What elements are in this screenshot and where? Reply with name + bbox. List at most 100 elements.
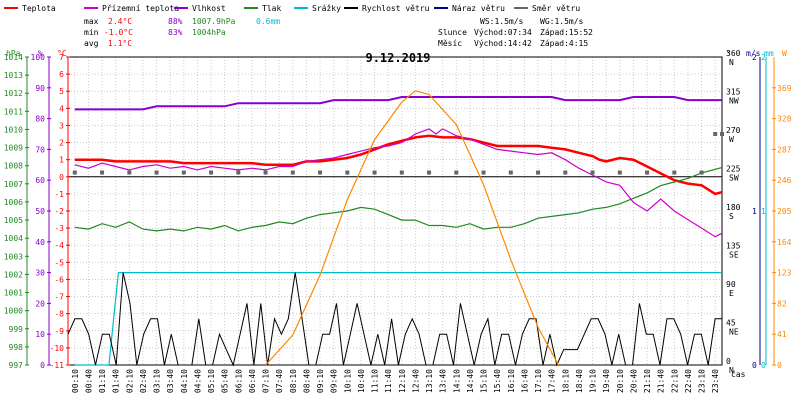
wind-dir-tick-label: 315 (726, 88, 741, 97)
wind-speed-tick-label: 1 (752, 207, 757, 216)
temperature-tick-label: -7 (54, 293, 64, 302)
rain-tick-label: 0 (761, 361, 766, 370)
humidity-tick-label: 100 (31, 53, 46, 62)
point-sm-r-v-tru (617, 170, 622, 175)
point-sm-r-v-tru (720, 132, 724, 136)
humidity-tick-label: 90 (35, 84, 45, 93)
wind-dir-letter: SW (729, 174, 739, 183)
axis-unit-ms: m/s (746, 49, 761, 58)
legend-label-teplota: Teplota (22, 4, 56, 13)
axis-unit-mm: mm (764, 49, 774, 58)
x-tick-label: 06:10 (234, 369, 243, 393)
temperature-tick-label: -1 (54, 190, 64, 199)
pressure-tick-label: 1012 (4, 89, 23, 98)
pressure-tick-label: 1003 (4, 252, 23, 261)
point-sm-r-v-tru (563, 170, 568, 175)
wind-speed-tick-label: 2 (752, 53, 757, 62)
point-sm-r-v-tru (713, 132, 718, 136)
pressure-tick-label: 1011 (4, 107, 23, 116)
solar-tick-label: 287 (777, 145, 792, 154)
x-tick-label: 13:40 (439, 369, 448, 393)
point-sm-r-v-tru (399, 170, 404, 175)
x-tick-label: 09:10 (316, 369, 325, 393)
solar-tick-label: 41 (777, 330, 787, 339)
x-tick-label: 13:10 (425, 369, 434, 393)
point-sm-r-v-tru (236, 170, 241, 175)
x-tick-label: 19:10 (589, 369, 598, 393)
grid (68, 56, 722, 366)
point-sm-r-v-tru (100, 170, 105, 175)
x-tick-label: 08:40 (302, 369, 311, 393)
wind-dir-tick-label: 270 (726, 126, 741, 135)
x-tick-label: 20:10 (616, 369, 625, 393)
series-slune-n-z-en- (265, 90, 560, 366)
wind-dir-tick-label: 180 (726, 203, 741, 212)
x-tick-label: 03:40 (166, 369, 175, 393)
pressure-tick-label: 1010 (4, 125, 23, 134)
wind-dir-tick-label: 90 (726, 280, 736, 289)
wind-dir-tick-label: 135 (726, 242, 741, 251)
temperature-tick-label: 5 (59, 87, 64, 96)
wind-speed-tick-label: 0 (752, 361, 757, 370)
x-tick-label: 20:40 (629, 369, 638, 393)
pressure-tick-label: 1001 (4, 289, 23, 298)
x-tick-label: 11:40 (384, 369, 393, 393)
wind-ws-info: WS:1.5m/s (480, 17, 524, 26)
axis-unit-deg: ° (726, 49, 731, 58)
point-sm-r-v-tru (672, 170, 677, 175)
wind-dir-letter: S (729, 212, 734, 221)
series-layer (67, 90, 724, 367)
solar-tick-label: 246 (777, 176, 792, 185)
x-tick-label: 01:10 (98, 369, 107, 393)
temperature-tick-label: -11 (50, 361, 65, 370)
pressure-tick-label: 1008 (4, 162, 23, 171)
point-sm-r-v-tru (72, 170, 77, 175)
wind-dir-tick-label: 360 (726, 49, 741, 58)
temperature-tick-label: 0 (59, 173, 64, 182)
point-sm-r-v-tru (590, 170, 595, 175)
wind-wg-info: WG:1.5m/s (540, 17, 584, 26)
x-tick-label: 14:40 (466, 369, 475, 393)
chart-title: 9.12.2019 (365, 51, 430, 65)
x-tick-label: 10:10 (343, 369, 352, 393)
rain-tick-label: 2 (761, 53, 766, 62)
wind-dir-tick-label: 0 (726, 357, 731, 366)
temperature-tick-label: -10 (50, 344, 65, 353)
legend-label-srazky: Srážky (312, 4, 341, 13)
pressure-tick-label: 1007 (4, 180, 23, 189)
humidity-tick-label: 30 (35, 269, 45, 278)
x-tick-label: 05:40 (221, 369, 230, 393)
sun-rise: Východ:07:34 (474, 28, 532, 37)
temperature-tick-label: 6 (59, 70, 64, 79)
humidity-tick-label: 20 (35, 299, 45, 308)
pressure-tick-label: 1000 (4, 307, 23, 316)
x-tick-label: 02:40 (139, 369, 148, 393)
series-vlhkost (74, 96, 722, 111)
series-p-zemn-teplota (74, 128, 723, 238)
point-sm-r-v-tru (699, 170, 704, 175)
humidity-tick-label: 10 (35, 330, 45, 339)
x-tick-label: 04:40 (193, 369, 202, 393)
pressure-tick-label: 1014 (4, 53, 23, 62)
x-tick-label: 15:10 (480, 369, 489, 393)
x-tick-label: 14:10 (452, 369, 461, 393)
stats-min-label: min (84, 28, 99, 37)
point-sm-r-v-tru (508, 170, 513, 175)
axis-unit-w: W (782, 49, 787, 58)
x-tick-label: 17:40 (548, 369, 557, 393)
humidity-tick-label: 40 (35, 238, 45, 247)
series-tlak (74, 166, 723, 232)
legend-label-naraz-vetru: Náraz větru (452, 4, 505, 13)
humidity-tick-label: 70 (35, 145, 45, 154)
temperature-tick-label: -3 (54, 224, 64, 233)
x-tick-label: 12:40 (411, 369, 420, 393)
x-tick-label: 06:40 (248, 369, 257, 393)
point-sm-r-v-tru (209, 170, 214, 175)
point-sm-r-v-tru (427, 170, 432, 175)
x-tick-label: 05:10 (207, 369, 216, 393)
series-teplota (74, 134, 723, 196)
wind-dir-tick-label: 45 (726, 319, 736, 328)
axes: 00:10 00:40 01:10 01:40 02:10 02:40 03:10 03:40… (4, 49, 792, 393)
rain-tick-label: 1 (761, 207, 766, 216)
